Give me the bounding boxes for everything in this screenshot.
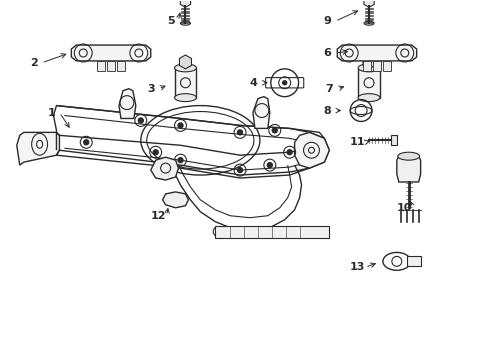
Circle shape bbox=[216, 230, 220, 234]
Polygon shape bbox=[406, 256, 420, 266]
Polygon shape bbox=[150, 157, 178, 180]
Text: 12: 12 bbox=[151, 211, 166, 221]
Text: 11: 11 bbox=[348, 137, 364, 147]
Polygon shape bbox=[97, 61, 105, 71]
Circle shape bbox=[153, 150, 158, 155]
Circle shape bbox=[237, 168, 242, 172]
Polygon shape bbox=[396, 156, 420, 182]
Ellipse shape bbox=[174, 64, 196, 72]
Circle shape bbox=[178, 158, 183, 163]
Circle shape bbox=[178, 123, 183, 128]
Ellipse shape bbox=[357, 64, 379, 72]
Polygon shape bbox=[174, 68, 196, 98]
Ellipse shape bbox=[174, 94, 196, 102]
Ellipse shape bbox=[357, 94, 379, 102]
Circle shape bbox=[271, 230, 275, 234]
Circle shape bbox=[282, 81, 286, 85]
Circle shape bbox=[285, 230, 289, 234]
Polygon shape bbox=[337, 45, 416, 61]
Ellipse shape bbox=[180, 21, 190, 25]
Circle shape bbox=[244, 230, 247, 234]
Circle shape bbox=[138, 118, 143, 123]
Polygon shape bbox=[117, 61, 124, 71]
Polygon shape bbox=[107, 61, 115, 71]
Ellipse shape bbox=[397, 152, 419, 160]
Text: 10: 10 bbox=[396, 203, 411, 213]
Polygon shape bbox=[294, 132, 328, 168]
Text: 5: 5 bbox=[166, 16, 174, 26]
Text: 9: 9 bbox=[323, 16, 330, 26]
Polygon shape bbox=[215, 226, 328, 238]
Circle shape bbox=[257, 230, 262, 234]
Text: 1: 1 bbox=[47, 108, 55, 117]
Polygon shape bbox=[372, 61, 380, 71]
Polygon shape bbox=[382, 61, 390, 71]
Text: 6: 6 bbox=[323, 48, 330, 58]
Text: 13: 13 bbox=[349, 262, 364, 272]
Circle shape bbox=[230, 230, 234, 234]
Polygon shape bbox=[163, 192, 188, 208]
Circle shape bbox=[286, 150, 291, 155]
Polygon shape bbox=[357, 68, 379, 98]
Text: 2: 2 bbox=[30, 58, 38, 68]
Circle shape bbox=[313, 230, 317, 234]
Text: 8: 8 bbox=[323, 105, 330, 116]
Polygon shape bbox=[119, 89, 136, 118]
Text: 7: 7 bbox=[325, 84, 332, 94]
Circle shape bbox=[237, 130, 242, 135]
Circle shape bbox=[299, 230, 303, 234]
Circle shape bbox=[267, 163, 272, 168]
Polygon shape bbox=[71, 45, 150, 61]
Text: 4: 4 bbox=[249, 78, 257, 88]
Polygon shape bbox=[252, 96, 269, 129]
Ellipse shape bbox=[364, 21, 373, 25]
Circle shape bbox=[272, 128, 277, 133]
Polygon shape bbox=[17, 132, 60, 165]
Polygon shape bbox=[390, 135, 396, 145]
Circle shape bbox=[83, 140, 88, 145]
Polygon shape bbox=[362, 61, 370, 71]
Text: 3: 3 bbox=[146, 84, 154, 94]
